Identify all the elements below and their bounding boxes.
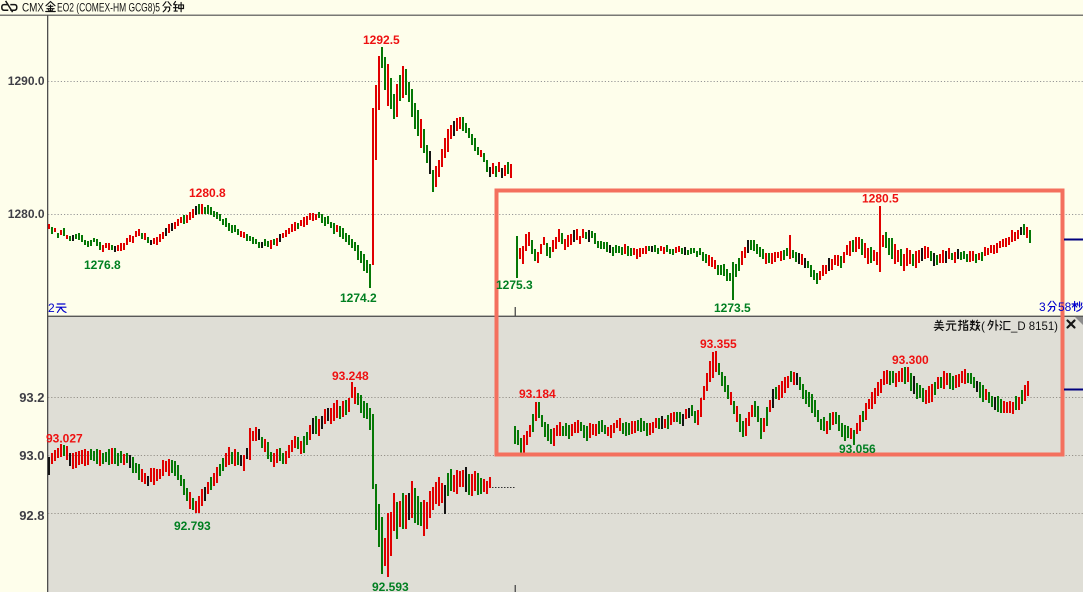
svg-text:(: ( bbox=[981, 319, 985, 333]
svg-text:93.184: 93.184 bbox=[519, 387, 556, 401]
svg-text:93.0: 93.0 bbox=[19, 448, 44, 463]
svg-text:1276.8: 1276.8 bbox=[84, 258, 121, 272]
svg-text:1274.2: 1274.2 bbox=[340, 291, 377, 305]
svg-text:93.056: 93.056 bbox=[839, 442, 876, 456]
svg-text:93.027: 93.027 bbox=[46, 432, 83, 446]
svg-text:93.355: 93.355 bbox=[700, 337, 737, 351]
svg-text:92.8: 92.8 bbox=[19, 508, 44, 523]
svg-text:2: 2 bbox=[48, 301, 55, 315]
svg-text:3: 3 bbox=[1039, 300, 1046, 314]
svg-text:1280.5: 1280.5 bbox=[862, 192, 899, 206]
svg-text:1280.0: 1280.0 bbox=[8, 207, 45, 221]
svg-text:EO2 (COMEX-HM GCG8)5: EO2 (COMEX-HM GCG8)5 bbox=[57, 1, 160, 15]
svg-text:1280.8: 1280.8 bbox=[189, 186, 226, 200]
svg-text:1275.3: 1275.3 bbox=[496, 278, 533, 292]
svg-text:93.248: 93.248 bbox=[332, 369, 369, 383]
svg-text:58: 58 bbox=[1058, 300, 1072, 314]
svg-text:93.300: 93.300 bbox=[892, 353, 929, 367]
svg-text:1292.5: 1292.5 bbox=[363, 33, 400, 47]
svg-text:CMX: CMX bbox=[22, 1, 44, 15]
svg-text:1290.0: 1290.0 bbox=[8, 74, 45, 88]
svg-text:_D 8151): _D 8151) bbox=[1010, 319, 1058, 333]
svg-text:92.793: 92.793 bbox=[174, 519, 211, 533]
svg-text:92.593: 92.593 bbox=[372, 580, 409, 592]
svg-text:93.2: 93.2 bbox=[19, 390, 44, 405]
svg-text:1273.5: 1273.5 bbox=[714, 301, 751, 315]
